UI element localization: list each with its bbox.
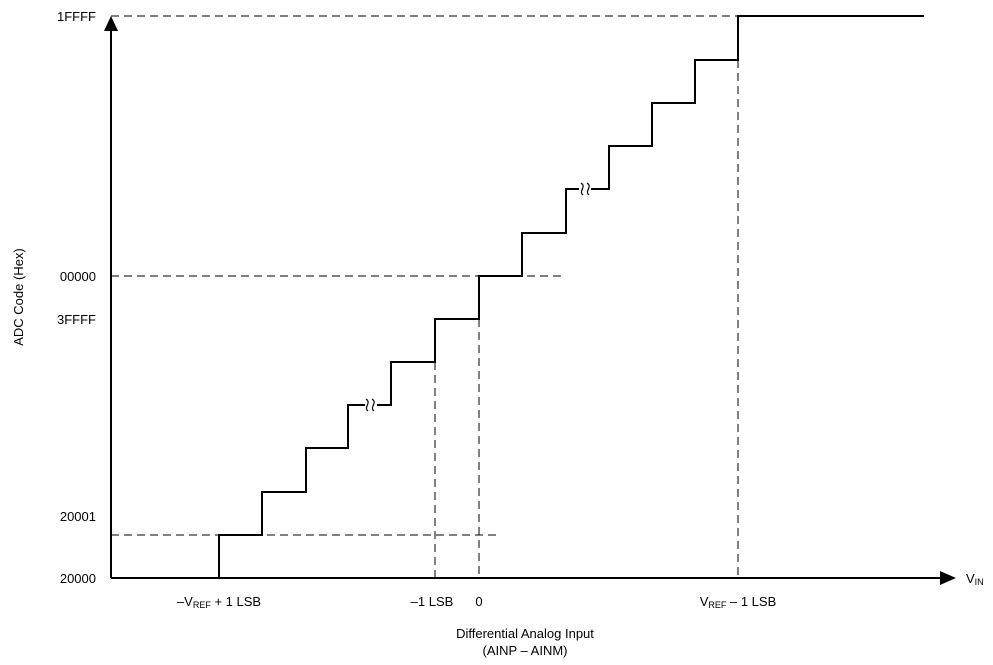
y-tick-00000: 00000	[60, 269, 96, 284]
y-axis-title: ADC Code (Hex)	[11, 248, 26, 346]
y-tick-1ffff: 1FFFF	[57, 9, 96, 24]
x-tick-neg-vref-sub: REF	[193, 600, 212, 610]
x-axis-end-label-sub: IN	[975, 577, 984, 587]
x-tick-vref-prefix: V	[700, 594, 709, 609]
x-tick-vref-suffix: – 1 LSB	[726, 594, 776, 609]
x-tick-neg-lsb: –1 LSB	[411, 594, 454, 609]
x-tick-neg-vref-prefix: –V	[177, 594, 193, 609]
lower-break-mark	[365, 398, 375, 412]
y-tick-3ffff: 3FFFF	[57, 312, 96, 327]
x-axis-end-label-main: V	[966, 571, 975, 586]
x-axis-end-label: VIN	[966, 571, 984, 587]
x-tick-neg-vref: –VREF + 1 LSB	[177, 594, 261, 610]
x-tick-vref-sub: REF	[708, 600, 727, 610]
y-axis-arrow-icon	[104, 16, 118, 31]
y-tick-20000: 20000	[60, 571, 96, 586]
x-axis-arrow-icon	[940, 571, 956, 585]
x-tick-neg-vref-suffix: + 1 LSB	[211, 594, 261, 609]
upper-break-mark	[580, 182, 590, 196]
x-axis-title-line1: Differential Analog Input	[456, 626, 594, 641]
lower-staircase	[218, 188, 579, 578]
x-tick-zero: 0	[475, 594, 482, 609]
upper-staircase	[591, 15, 924, 190]
y-tick-20001: 20001	[60, 509, 96, 524]
x-tick-vref: VREF – 1 LSB	[700, 594, 777, 610]
x-axis-title-line2: (AINP – AINM)	[482, 643, 567, 658]
